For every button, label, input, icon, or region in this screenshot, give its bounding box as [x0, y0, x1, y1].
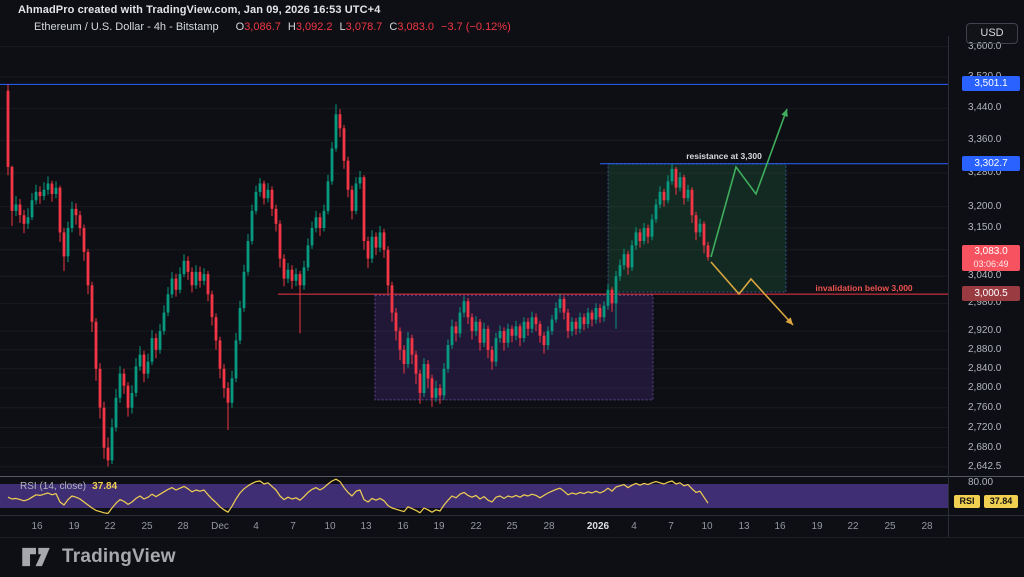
time-tick-label: 7 — [668, 521, 674, 532]
ohlc-values: O3,086.7 H3,092.2 L3,078.7 C3,083.0 — [229, 21, 434, 33]
bullish-projection-arrow-head — [781, 109, 788, 117]
last-price-value: 3,083.0 — [974, 246, 1008, 257]
rsi-indicator-name: RSI (14, close) — [20, 481, 87, 492]
price-tick-label: 2,980.0 — [968, 297, 1002, 308]
tradingview-logo-text: TradingView — [62, 546, 176, 567]
time-tick-label: 25 — [506, 521, 518, 532]
time-tick-label: 25 — [884, 521, 896, 532]
price-axis-divider — [948, 36, 949, 537]
price-change: −3.7 (−0.12%) — [441, 21, 511, 33]
time-tick-label: 16 — [31, 521, 43, 532]
price-tick-label: 3,600.0 — [968, 41, 1002, 52]
last-price-label: 3,083.0 03:06:49 — [962, 245, 1020, 271]
time-tick-label: 25 — [141, 521, 153, 532]
symbol-title[interactable]: Ethereum / U.S. Dollar - 4h - Bitstamp — [34, 21, 219, 33]
price-gridlines — [0, 46, 948, 468]
bearish-projection-arrow-head — [785, 317, 793, 325]
bullish-projection-arrow[interactable] — [710, 108, 788, 258]
time-axis[interactable]: 16 19 22 25 28 Dec 4 7 10 13 16 19 22 25 28 2026 4 7 10 13 1… — [0, 516, 948, 537]
tradingview-logo-icon — [22, 547, 50, 567]
time-tick-label: 28 — [177, 521, 189, 532]
currency-toggle-button[interactable]: USD — [966, 23, 1018, 44]
time-tick-label: 13 — [738, 521, 750, 532]
ohlc-value: 3,083.0 — [397, 21, 435, 33]
rsi-scale-top-label: 80.00 — [968, 477, 994, 488]
ohlc-key: O — [235, 21, 245, 33]
time-tick-label: 19 — [433, 521, 445, 532]
symbol-info-bar: Ethereum / U.S. Dollar - 4h - Bitstamp O3… — [34, 21, 511, 33]
rsi-indicator-legend[interactable]: RSI (14, close) 37.84 — [20, 481, 117, 492]
time-tick-label: 10 — [324, 521, 336, 532]
price-tick-label: 3,150.0 — [968, 222, 1002, 233]
price-tick-label: 2,642.5 — [968, 461, 1002, 472]
price-tick-label: 2,880.0 — [968, 344, 1002, 355]
time-tick-label: 19 — [811, 521, 823, 532]
time-tick-label: 22 — [104, 521, 116, 532]
rsi-line — [7, 478, 709, 515]
ohlc-value: 3,086.7 — [244, 21, 281, 33]
rsi-axis-name-badge: RSI — [954, 495, 980, 508]
bar-close-countdown: 03:06:49 — [973, 259, 1009, 269]
bottom-separator — [0, 537, 1024, 538]
time-tick-label: 28 — [543, 521, 555, 532]
time-tick-label: 22 — [470, 521, 482, 532]
price-tick-label: 2,680.0 — [968, 442, 1002, 453]
level-label-3302: 3,302.7 — [962, 156, 1020, 171]
time-tick-label: 7 — [290, 521, 296, 532]
time-tick-label: 4 — [631, 521, 637, 532]
invalidation-note[interactable]: invalidation below 3,000 — [815, 283, 913, 293]
demand-zone-purple[interactable] — [374, 294, 654, 401]
price-tick-label: 2,840.0 — [968, 363, 1002, 374]
price-tick-label: 2,920.0 — [968, 325, 1002, 336]
price-tick-label: 2,760.0 — [968, 402, 1002, 413]
time-tick-label: 22 — [847, 521, 859, 532]
bearish-projection-arrow[interactable] — [710, 261, 794, 326]
ohlc-key: L — [339, 21, 346, 33]
price-tick-label: 3,200.0 — [968, 201, 1002, 212]
time-tick-label: 16 — [397, 521, 409, 532]
rsi-axis-value-badge: 37.84 — [984, 495, 1018, 508]
time-tick-label: Dec — [211, 521, 229, 532]
ohlc-value: 3,078.7 — [345, 21, 383, 33]
rsi-indicator-value: 37.84 — [92, 481, 118, 492]
ohlc-key: H — [287, 21, 296, 33]
price-chart-canvas[interactable]: resistance at 3,300 invalidation below 3,… — [0, 0, 948, 577]
price-tick-label: 3,440.0 — [968, 102, 1002, 113]
price-tick-label: 2,800.0 — [968, 382, 1002, 393]
price-axis[interactable]: 3,600.03,520.03,440.03,360.03,280.03,200… — [948, 0, 1024, 537]
candlestick-series — [6, 84, 710, 467]
resistance-note[interactable]: resistance at 3,300 — [686, 151, 762, 161]
price-tick-label: 3,280.0 — [968, 167, 1002, 178]
time-tick-label: 13 — [360, 521, 372, 532]
time-axis-separator — [0, 515, 1024, 516]
time-tick-label: 19 — [68, 521, 80, 532]
invalidation-label: 3,000.5 — [962, 286, 1020, 301]
price-tick-label: 3,040.0 — [968, 270, 1002, 281]
tradingview-logo[interactable]: TradingView — [20, 546, 176, 568]
price-tick-label: 3,360.0 — [968, 134, 1002, 145]
ohlc-key: C — [389, 21, 398, 33]
time-tick-label: 2026 — [586, 521, 610, 532]
export-watermark: AhmadPro created with TradingView.com, J… — [18, 4, 381, 16]
pane-separator[interactable] — [0, 476, 1024, 477]
time-tick-label: 16 — [774, 521, 786, 532]
price-tick-label: 2,720.0 — [968, 422, 1002, 433]
ohlc-value: 3,092.2 — [295, 21, 333, 33]
time-tick-label: 28 — [921, 521, 933, 532]
level-label-3501: 3,501.1 — [962, 76, 1020, 91]
time-tick-label: 10 — [701, 521, 713, 532]
time-tick-label: 4 — [253, 521, 259, 532]
